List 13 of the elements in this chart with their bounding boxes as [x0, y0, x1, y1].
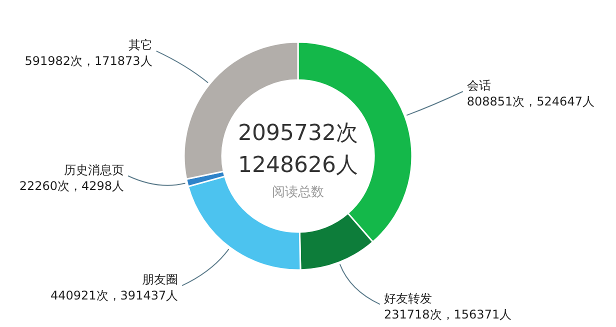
text: 阅读总数 [272, 185, 324, 200]
slice-label: 历史消息页 [64, 162, 124, 177]
data-label: 22260次，4298人 [19, 178, 124, 193]
slice-label: 其它 [128, 38, 152, 52]
data-label: 231718次，156371人 [384, 307, 512, 322]
data-label: 591982次，171873人 [24, 54, 152, 68]
data-label: 440921次，391437人 [50, 288, 178, 303]
slice-label: 好友转发 [384, 291, 432, 306]
data-label: 808851次，524647人 [466, 94, 594, 109]
slice-label: 朋友圈 [142, 272, 178, 287]
text: 2095732次 [238, 121, 358, 146]
slice-label: 会话 [466, 78, 491, 93]
text: 1248626人 [238, 153, 358, 178]
